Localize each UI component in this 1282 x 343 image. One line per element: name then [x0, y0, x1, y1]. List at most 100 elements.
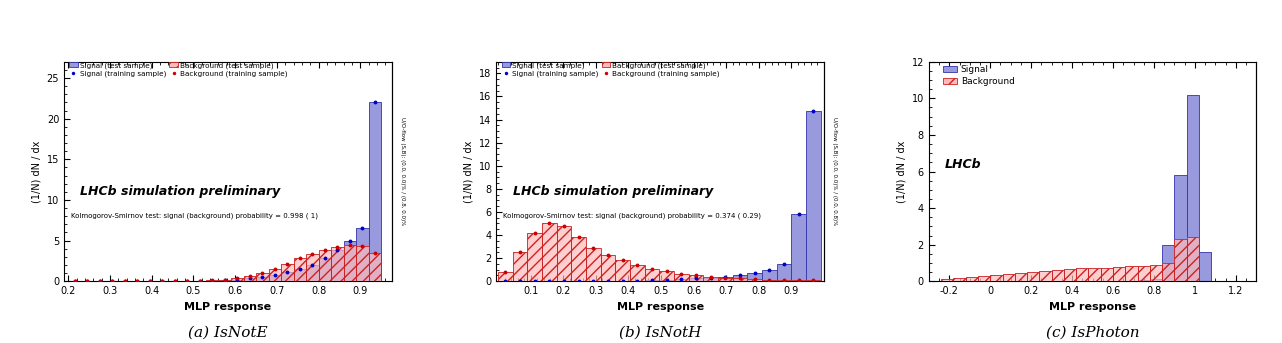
Bar [268, 269, 281, 281]
Bar [1015, 273, 1027, 281]
Bar [1003, 274, 1015, 281]
Text: LHCb: LHCb [945, 158, 982, 172]
Bar [1163, 263, 1174, 281]
Bar [231, 280, 244, 281]
Bar [990, 275, 1003, 281]
Bar [369, 103, 381, 281]
Bar [268, 269, 281, 281]
Bar [704, 277, 718, 281]
Bar [1174, 239, 1187, 281]
Bar [659, 280, 674, 281]
Bar [256, 273, 268, 281]
Text: LHCb simulation preliminary: LHCb simulation preliminary [81, 185, 281, 198]
Bar [762, 280, 777, 281]
Text: Kolmogorov-Smirnov test: signal (background) probability = 0.374 ( 0.29): Kolmogorov-Smirnov test: signal (backgro… [503, 212, 762, 219]
Bar [1150, 280, 1163, 281]
Bar [674, 274, 688, 281]
Bar [1101, 268, 1113, 281]
Bar [718, 278, 733, 281]
Bar [1051, 270, 1064, 281]
Bar [688, 275, 704, 281]
Bar [1113, 267, 1126, 281]
Bar [1137, 280, 1150, 281]
Bar [978, 276, 990, 281]
Bar [256, 277, 268, 281]
X-axis label: MLP response: MLP response [185, 302, 272, 312]
Bar [1040, 271, 1051, 281]
Y-axis label: (1/N) dN / dx: (1/N) dN / dx [31, 140, 41, 203]
Bar [281, 264, 294, 281]
X-axis label: MLP response: MLP response [1049, 302, 1136, 312]
Bar [941, 280, 954, 281]
Bar [244, 276, 256, 281]
Bar [344, 240, 356, 281]
Bar [601, 255, 615, 281]
Bar [978, 276, 990, 281]
Bar [572, 237, 586, 281]
Bar [306, 255, 319, 281]
Y-axis label: U/O-flow (S,B): (0.0, 0.0)% / (0.8, 0.0)%: U/O-flow (S,B): (0.0, 0.0)% / (0.8, 0.0)… [400, 117, 405, 226]
Bar [1187, 237, 1199, 281]
Bar [244, 279, 256, 281]
Bar [733, 279, 747, 281]
Bar [1126, 266, 1137, 281]
Bar [281, 272, 294, 281]
Bar [965, 277, 978, 281]
Bar [1064, 269, 1076, 281]
Legend: Signal (test sample), Signal (training sample), Background (test sample), Backgr: Signal (test sample), Signal (training s… [500, 61, 722, 79]
Bar [674, 279, 688, 281]
Bar [1088, 268, 1101, 281]
Bar [369, 253, 381, 281]
Bar [954, 277, 965, 281]
Bar [331, 247, 344, 281]
Bar [542, 224, 556, 281]
Bar [747, 279, 762, 281]
Y-axis label: U/O-flow (S,B): (0.0, 0.0)% / (0.0, 0.8)%: U/O-flow (S,B): (0.0, 0.0)% / (0.0, 0.8)… [832, 117, 837, 226]
Bar [1101, 268, 1113, 281]
Bar [1174, 175, 1187, 281]
Bar [218, 280, 231, 281]
Bar [1187, 95, 1199, 281]
Bar [965, 277, 978, 281]
Bar [231, 278, 244, 281]
Bar [294, 269, 306, 281]
Bar [791, 214, 806, 281]
Bar [294, 259, 306, 281]
Bar [499, 272, 513, 281]
Bar [718, 278, 733, 281]
Bar [791, 280, 806, 281]
Bar [1150, 265, 1163, 281]
Bar [556, 226, 572, 281]
Text: (a) IsNotE: (a) IsNotE [188, 326, 268, 340]
Bar [1015, 273, 1027, 281]
Bar [777, 280, 791, 281]
Legend: Signal (test sample), Signal (training sample), Background (test sample), Backgr: Signal (test sample), Signal (training s… [68, 61, 288, 79]
Bar [572, 237, 586, 281]
Bar [718, 277, 733, 281]
Bar [499, 272, 513, 281]
Bar [244, 276, 256, 281]
Bar [629, 265, 645, 281]
Bar [1027, 272, 1040, 281]
Bar [1027, 272, 1040, 281]
Bar [941, 280, 954, 281]
Bar [1137, 266, 1150, 281]
Bar [331, 247, 344, 281]
Bar [1076, 269, 1088, 281]
Bar [218, 280, 231, 281]
Bar [1064, 269, 1076, 281]
Bar [206, 280, 218, 281]
Bar [645, 269, 659, 281]
Bar [1150, 265, 1163, 281]
Bar [1187, 237, 1199, 281]
Bar [791, 280, 806, 281]
Bar [331, 250, 344, 281]
Bar [319, 250, 331, 281]
Bar [806, 111, 820, 281]
Bar [256, 273, 268, 281]
Bar [747, 273, 762, 281]
Bar [356, 246, 369, 281]
Legend: Signal, Background: Signal, Background [940, 62, 1018, 90]
Bar [231, 278, 244, 281]
Text: LHCb simulation preliminary: LHCb simulation preliminary [513, 185, 713, 198]
